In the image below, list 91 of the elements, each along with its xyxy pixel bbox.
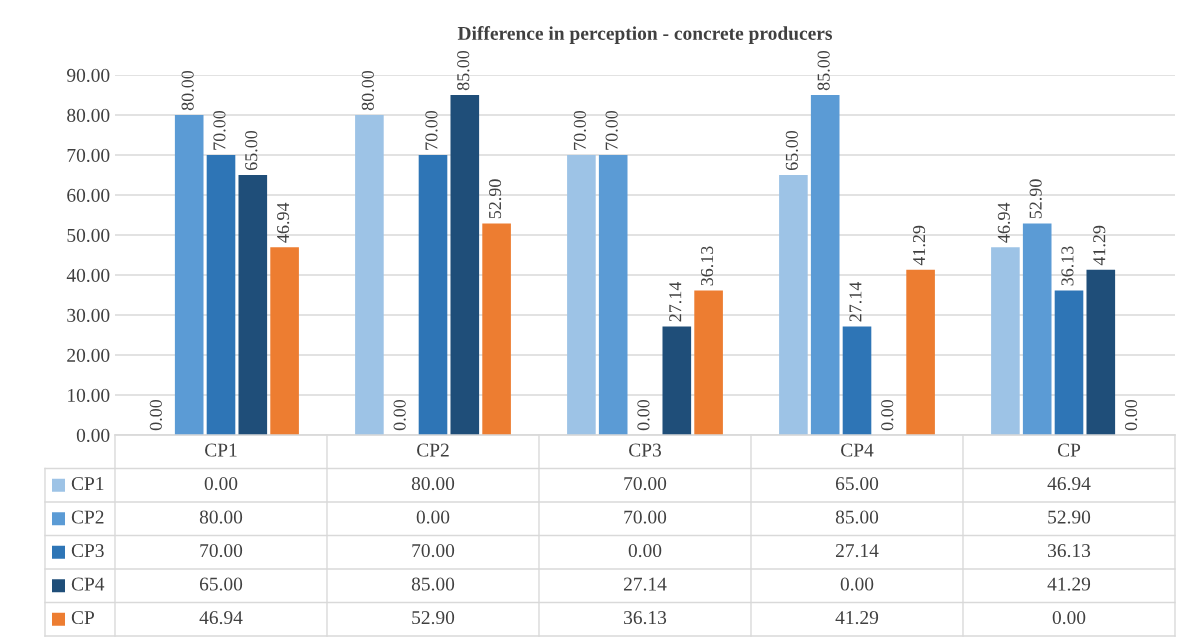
bar	[1086, 269, 1116, 435]
data-label: 36.13	[1048, 544, 1091, 558]
data-label: 0.00	[628, 544, 662, 558]
text: 36.13	[1061, 246, 1074, 286]
x-tick-label: CP2	[417, 443, 449, 457]
y-tick-label: 60.00	[67, 188, 110, 203]
text: 0.00	[637, 399, 650, 431]
y-tick-label: 70.00	[67, 148, 110, 163]
data-label: 80.00	[411, 477, 455, 491]
data-label: 0.00	[204, 477, 238, 491]
bar	[482, 223, 511, 435]
legend-label: CP2	[71, 510, 104, 524]
text: 0.00	[149, 399, 162, 431]
bar	[906, 269, 935, 435]
text: 70.00	[425, 110, 438, 150]
data-label: 0.00	[416, 510, 450, 524]
text: 80.00	[181, 70, 194, 111]
text: 36.13	[700, 246, 714, 286]
bar	[206, 155, 236, 435]
bar	[694, 290, 723, 435]
legend-label: CP	[71, 611, 94, 625]
y-tick-label: 50.00	[67, 228, 110, 243]
bar	[450, 95, 480, 435]
data-label: 52.90	[412, 611, 455, 625]
text: 46.94	[276, 202, 290, 243]
legend-label: CP4	[71, 577, 105, 591]
data-label: 46.94	[199, 611, 243, 625]
y-tick-label: 30.00	[67, 308, 110, 323]
bar	[1054, 290, 1084, 435]
text: 65.00	[245, 130, 258, 171]
bar	[779, 175, 808, 435]
bar	[174, 115, 204, 435]
bar	[238, 175, 268, 435]
data-label: 70.00	[412, 544, 455, 558]
data-label: 41.29	[835, 611, 879, 625]
x-tick-label: CP	[1057, 443, 1081, 457]
data-label: 65.00	[835, 477, 879, 491]
text: 85.00	[817, 50, 830, 91]
bar	[567, 155, 596, 435]
y-tick-label: 0.00	[76, 428, 110, 443]
data-label: 46.94	[1047, 477, 1091, 491]
chart-title: Difference in perception - concrete producers	[457, 26, 833, 44]
data-label: 85.00	[835, 510, 879, 524]
text: 41.29	[1093, 225, 1106, 266]
data-label: 0.00	[1052, 611, 1086, 625]
text: 85.00	[457, 50, 470, 91]
data-label: 85.00	[411, 577, 455, 591]
data-label: 52.90	[1048, 510, 1091, 524]
text: 46.94	[997, 202, 1010, 243]
text: 70.00	[605, 110, 618, 150]
legend-label: CP1	[71, 477, 104, 491]
legend-label: CP3	[71, 544, 104, 558]
x-tick-label: CP1	[205, 443, 237, 457]
text: 52.90	[1029, 179, 1042, 219]
x-tick-label: CP3	[629, 443, 661, 457]
bar	[991, 247, 1020, 435]
bar	[355, 115, 384, 435]
data-label: 70.00	[200, 544, 243, 558]
y-tick-label: 10.00	[68, 388, 110, 403]
bar	[270, 247, 299, 435]
text: 27.14	[849, 281, 862, 322]
bar	[810, 95, 840, 435]
y-tick-label: 40.00	[66, 268, 110, 283]
data-label: 65.00	[199, 577, 243, 591]
data-label: 70.00	[624, 477, 667, 491]
y-tick-label: 80.00	[67, 108, 110, 123]
data-label: 27.14	[623, 577, 667, 591]
data-label: 36.13	[624, 611, 667, 625]
text: 41.29	[912, 225, 926, 266]
text: 52.90	[488, 179, 502, 219]
text: 0.00	[881, 399, 894, 431]
text: 27.14	[669, 281, 682, 322]
data-label: 0.00	[840, 577, 874, 591]
text: 70.00	[573, 110, 586, 150]
text: 0.00	[1124, 399, 1138, 431]
text: 65.00	[785, 130, 798, 171]
text: 80.00	[361, 70, 374, 111]
bar	[598, 155, 628, 435]
text: 70.00	[213, 110, 226, 150]
data-label: 80.00	[199, 510, 243, 524]
bar	[1022, 223, 1052, 435]
y-tick-label: 20.00	[67, 348, 110, 363]
data-label: 27.14	[835, 544, 879, 558]
bar	[418, 155, 448, 435]
text: 0.00	[393, 399, 406, 431]
bar	[662, 326, 692, 435]
bar	[842, 326, 872, 435]
x-tick-label: CP4	[841, 443, 874, 457]
data-label: 70.00	[624, 510, 667, 524]
data-label: 41.29	[1047, 577, 1091, 591]
y-tick-label: 90.00	[67, 68, 110, 83]
